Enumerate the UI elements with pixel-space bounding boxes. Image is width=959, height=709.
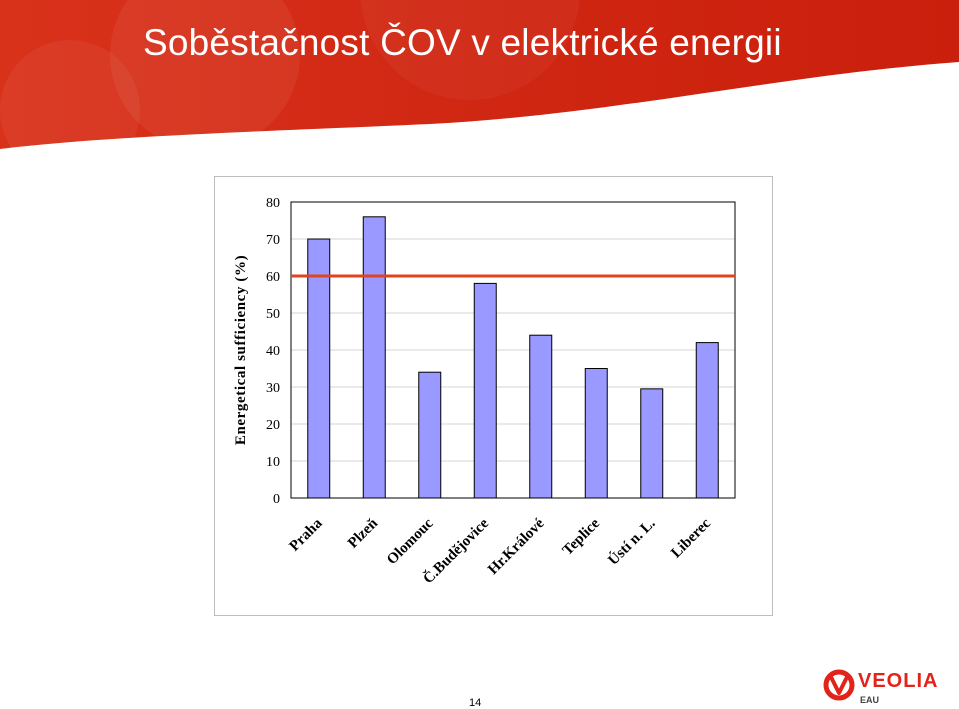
plot-area bbox=[290, 201, 736, 499]
y-tick-label: 80 bbox=[266, 196, 280, 211]
x-tick-label: Praha bbox=[287, 515, 326, 554]
y-tick-label: 0 bbox=[273, 492, 280, 507]
title-banner bbox=[0, 0, 959, 150]
y-tick-label: 10 bbox=[266, 455, 280, 470]
bar-3 bbox=[418, 371, 442, 499]
x-tick-label: Hr.Králové bbox=[485, 515, 548, 578]
bar-chart: 0 10 20 30 40 50 60 70 80 Energetical sufficiency… bbox=[233, 196, 736, 587]
y-tick-label: 70 bbox=[266, 233, 280, 248]
x-tick-label: Plzeň bbox=[345, 515, 382, 552]
bar-6 bbox=[584, 368, 608, 499]
veolia-logo-icon bbox=[823, 669, 855, 701]
x-tick-label: Olomouc bbox=[384, 515, 437, 568]
y-tick-label: 20 bbox=[266, 418, 280, 433]
bar-7 bbox=[640, 388, 664, 499]
y-tick-label: 60 bbox=[266, 270, 280, 285]
slide-title: Soběstačnost ČOV v elektrické energii bbox=[143, 22, 782, 63]
veolia-logo: VEOLIA EAU bbox=[820, 662, 950, 708]
y-tick-label: 40 bbox=[266, 344, 280, 359]
bar-2 bbox=[362, 216, 386, 499]
logo-wordmark: VEOLIA bbox=[858, 670, 939, 692]
y-axis-label: Energetical sufficiency (%) bbox=[233, 255, 249, 445]
logo-subtitle: EAU bbox=[860, 695, 880, 705]
page-number: 14 bbox=[469, 697, 482, 709]
bar-5 bbox=[529, 334, 553, 499]
y-tick-label: 30 bbox=[266, 381, 280, 396]
x-tick-label: Liberec bbox=[668, 515, 714, 561]
bar-1 bbox=[307, 238, 331, 499]
bar-8 bbox=[695, 342, 719, 499]
chart-frame: 0 10 20 30 40 50 60 70 80 Energetical sufficiency… bbox=[214, 176, 773, 616]
x-tick-label: Teplice bbox=[560, 515, 604, 559]
bar-4 bbox=[473, 282, 497, 499]
y-tick-label: 50 bbox=[266, 307, 280, 322]
x-tick-label: Ústí n. L. bbox=[605, 515, 659, 569]
